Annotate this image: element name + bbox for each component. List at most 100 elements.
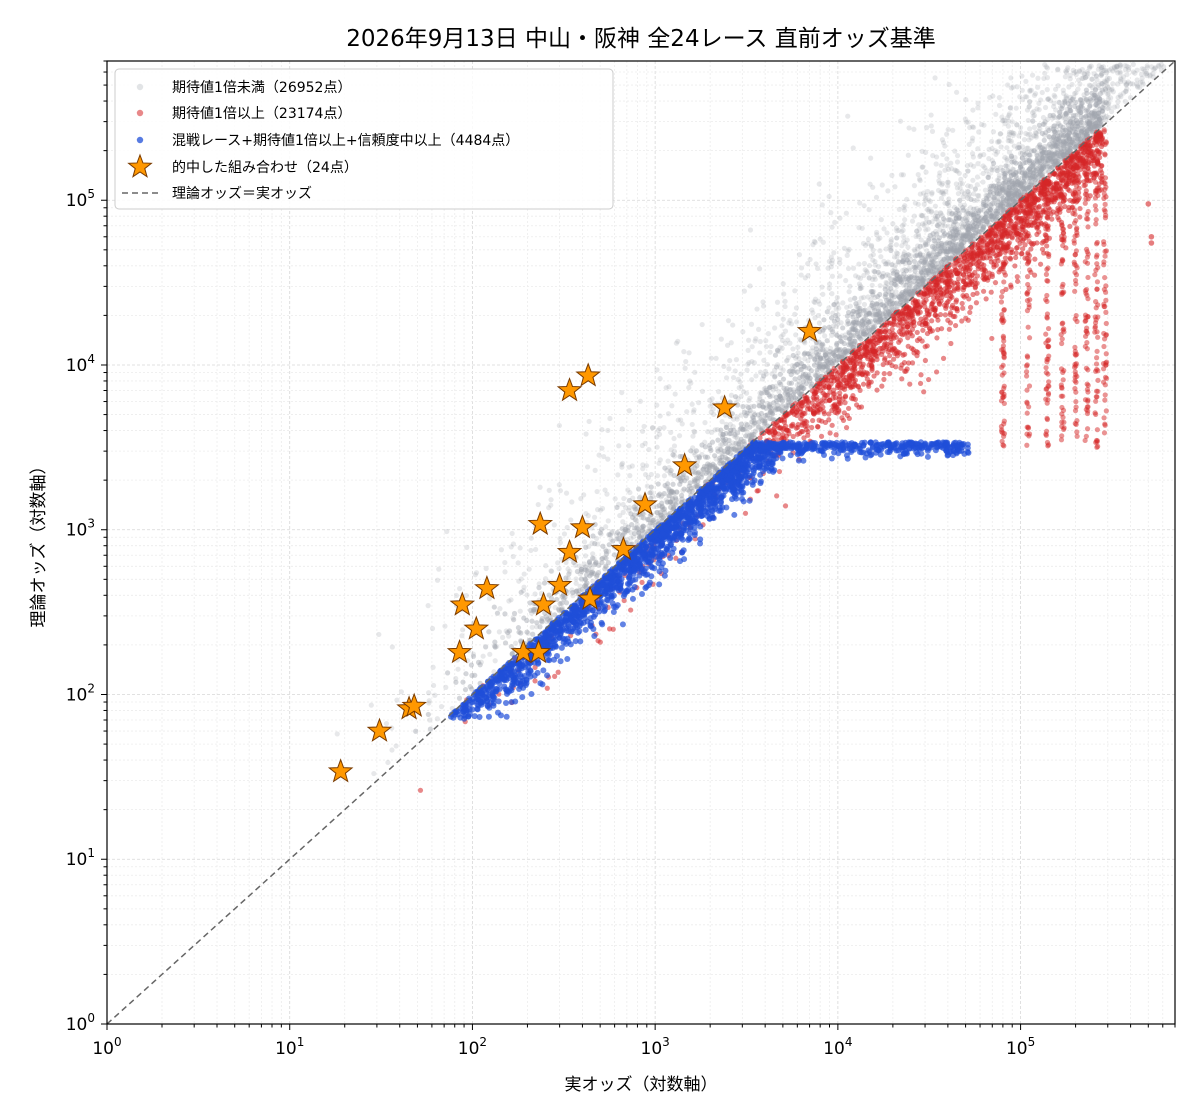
data-point — [817, 354, 823, 360]
data-point — [715, 437, 721, 443]
data-point — [744, 422, 750, 428]
data-point — [1011, 198, 1017, 204]
data-point — [908, 280, 915, 287]
data-point — [817, 301, 823, 307]
data-point — [757, 350, 763, 356]
data-point — [965, 168, 971, 174]
data-point — [904, 196, 910, 202]
data-point — [974, 182, 980, 188]
data-point — [1007, 105, 1013, 111]
data-point — [1075, 77, 1082, 83]
data-point — [942, 312, 948, 318]
data-point — [566, 571, 572, 577]
data-point — [585, 568, 591, 574]
data-point — [763, 343, 769, 350]
data-point — [805, 261, 811, 267]
data-point — [849, 338, 855, 344]
data-point — [1067, 105, 1073, 111]
data-point — [983, 296, 989, 302]
data-point — [1076, 122, 1083, 128]
data-point — [1017, 124, 1024, 131]
data-point — [840, 300, 846, 306]
data-point — [686, 350, 692, 356]
data-point — [960, 240, 966, 246]
data-point — [1011, 130, 1017, 136]
data-point — [1044, 75, 1051, 81]
data-point — [434, 577, 441, 583]
data-point — [814, 369, 821, 376]
data-point — [536, 581, 542, 587]
data-point — [1137, 84, 1143, 90]
data-point — [765, 331, 772, 337]
data-point — [868, 155, 874, 161]
data-point — [1024, 94, 1030, 100]
data-point — [748, 321, 755, 327]
data-point — [944, 156, 950, 162]
data-point — [1007, 137, 1013, 144]
data-point — [1044, 157, 1050, 163]
data-point — [970, 177, 976, 183]
data-point — [857, 285, 863, 292]
data-point — [669, 403, 675, 409]
data-point — [1077, 136, 1083, 142]
data-point — [871, 274, 877, 280]
data-point — [1088, 122, 1094, 128]
data-point — [650, 425, 656, 431]
data-point — [996, 175, 1002, 181]
data-point — [1124, 86, 1130, 92]
data-point — [888, 242, 894, 248]
data-point — [969, 138, 975, 144]
data-point — [762, 418, 768, 424]
data-point — [923, 169, 929, 175]
data-point — [1067, 107, 1073, 114]
data-point — [745, 361, 751, 367]
data-point — [1055, 67, 1061, 73]
data-point — [539, 619, 545, 625]
data-point — [935, 251, 941, 257]
data-point — [905, 276, 911, 282]
data-point — [792, 395, 798, 401]
data-point — [1064, 106, 1070, 112]
data-point — [740, 438, 746, 445]
data-point — [563, 600, 570, 606]
data-point — [725, 318, 732, 324]
data-point — [1076, 110, 1082, 116]
data-point — [911, 183, 918, 189]
data-point — [1011, 192, 1017, 198]
data-point — [945, 126, 951, 133]
data-point — [1012, 192, 1018, 199]
data-point — [1056, 152, 1062, 158]
data-point — [579, 586, 585, 593]
data-point — [699, 321, 705, 328]
data-point — [640, 526, 646, 532]
data-point — [1063, 93, 1069, 99]
data-point — [594, 574, 600, 580]
data-point — [594, 488, 600, 495]
data-point — [1078, 101, 1084, 107]
data-point — [831, 352, 838, 359]
data-point — [956, 210, 962, 217]
data-point — [865, 294, 871, 300]
data-point — [918, 372, 924, 378]
data-point — [1047, 165, 1053, 172]
data-point — [1077, 214, 1083, 220]
data-point — [965, 183, 971, 189]
data-point — [1011, 166, 1017, 173]
data-point — [994, 210, 1000, 216]
data-point — [926, 197, 932, 203]
data-point — [826, 281, 833, 287]
data-point — [564, 524, 570, 531]
data-point — [785, 354, 792, 361]
data-point — [975, 105, 981, 111]
data-point — [586, 418, 592, 425]
data-point — [971, 215, 977, 221]
data-point — [1018, 163, 1024, 169]
data-point — [882, 306, 889, 312]
data-point — [937, 227, 943, 233]
data-point — [836, 305, 842, 311]
data-point — [816, 320, 823, 326]
data-point — [1033, 133, 1039, 139]
data-point — [724, 342, 731, 348]
data-point — [1024, 107, 1031, 113]
